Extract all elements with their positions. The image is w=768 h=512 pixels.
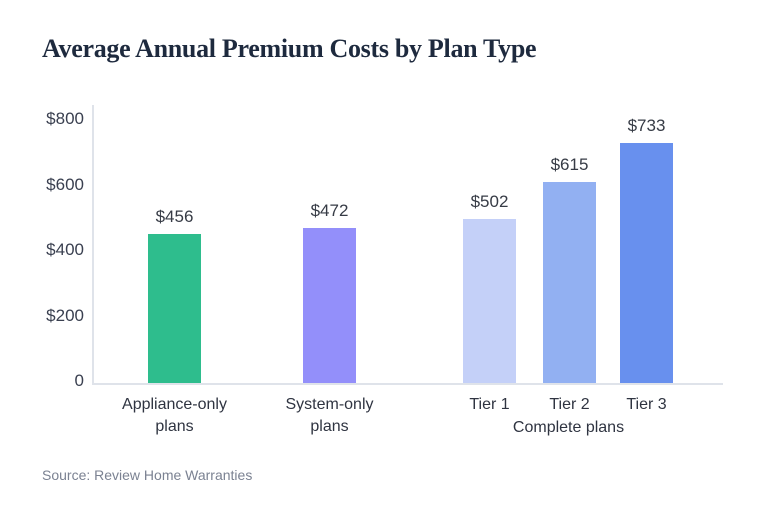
x-axis-label-line: Tier 1 bbox=[469, 396, 510, 413]
y-axis-tick-label: $200 bbox=[46, 305, 84, 325]
bar-value-label: $502 bbox=[470, 192, 509, 211]
x-axis-label-line: plans bbox=[310, 418, 349, 435]
source-note: Source: Review Home Warranties bbox=[42, 467, 253, 483]
x-axis-category-label: System-only plans bbox=[245, 394, 415, 438]
y-axis-tick-label: $800 bbox=[46, 109, 84, 128]
y-axis-tick-label: $600 bbox=[46, 174, 84, 194]
bar-1 bbox=[148, 234, 201, 383]
plot-area bbox=[92, 105, 723, 385]
bar-3 bbox=[463, 219, 516, 383]
bar-5 bbox=[620, 143, 673, 383]
bar-value-label: $733 bbox=[627, 116, 666, 135]
x-axis-label-line: plans bbox=[155, 418, 194, 435]
bar-value-label: $615 bbox=[550, 155, 589, 174]
x-axis-category-label: Tier 2 bbox=[485, 394, 655, 416]
x-axis-label-line: Appliance-only bbox=[122, 396, 227, 413]
group-label: Complete plans bbox=[512, 419, 625, 436]
chart-title: Average Annual Premium Costs by Plan Typ… bbox=[42, 34, 537, 63]
y-axis-tick-label: $400 bbox=[46, 240, 84, 259]
bar-2 bbox=[303, 228, 356, 383]
x-axis-category-label: Tier 3 bbox=[562, 394, 732, 416]
bar-value-label: $472 bbox=[310, 201, 349, 220]
x-axis-label-line: Tier 2 bbox=[549, 396, 590, 413]
x-axis-category-label: Tier 1 bbox=[405, 394, 575, 416]
bar-4 bbox=[543, 182, 596, 383]
x-axis-label-line: Tier 3 bbox=[626, 396, 667, 413]
x-axis-label-line: System-only bbox=[285, 396, 374, 413]
y-axis-tick-label: 0 bbox=[74, 371, 84, 390]
x-axis-category-label: Appliance-only plans bbox=[90, 394, 260, 438]
bar-value-label: $456 bbox=[155, 207, 194, 226]
